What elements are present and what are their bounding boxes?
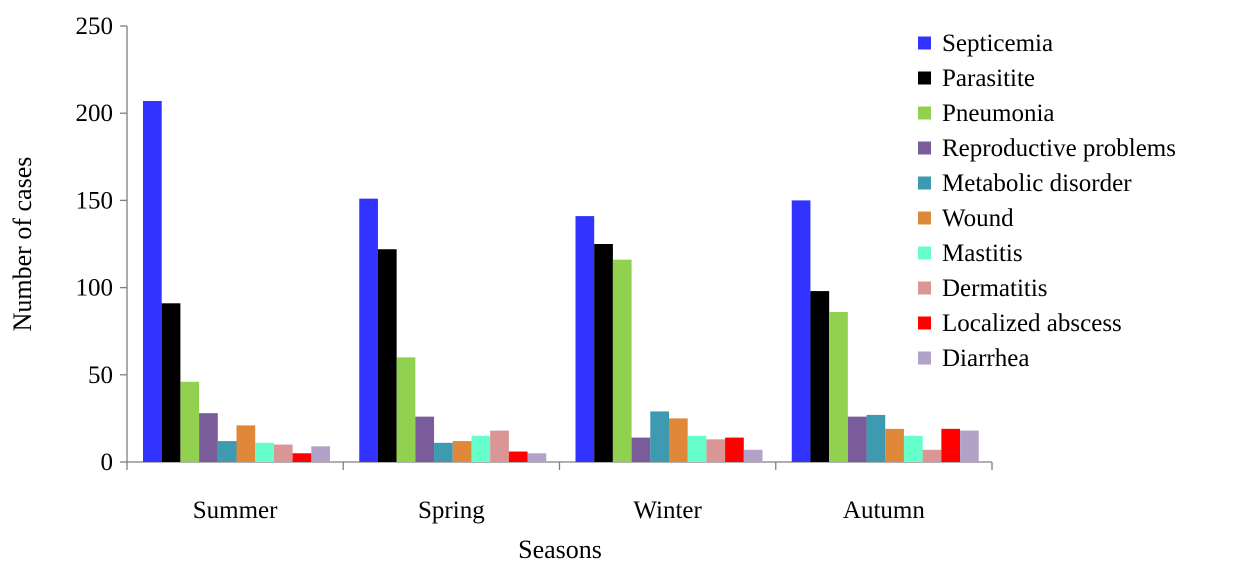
bar-wound-summer bbox=[236, 425, 256, 462]
legend-swatch bbox=[918, 246, 931, 260]
legend-swatch bbox=[918, 211, 931, 225]
x-category-label: Spring bbox=[418, 497, 485, 524]
bar-pneumonia-winter bbox=[612, 259, 632, 462]
bar-wound-winter bbox=[669, 418, 688, 462]
legend-swatch bbox=[918, 106, 931, 120]
bar-dermatitis-autumn bbox=[922, 449, 942, 462]
legend-swatch bbox=[918, 316, 931, 330]
bar-dermatitis-summer bbox=[273, 444, 293, 462]
bar-wound-autumn bbox=[885, 428, 904, 462]
y-tick-label: 50 bbox=[88, 362, 113, 389]
bar-septicemia-autumn bbox=[791, 200, 811, 462]
bar-diarrhea-autumn bbox=[960, 430, 979, 462]
legend-swatch bbox=[918, 141, 931, 155]
bar-mastitis-summer bbox=[255, 442, 274, 462]
legend-swatch bbox=[918, 351, 931, 365]
bar-dermatitis-winter bbox=[706, 439, 726, 462]
bar-septicemia-summer bbox=[143, 100, 162, 462]
bar-septicemia-spring bbox=[359, 198, 378, 462]
bar-localized-abscess-winter bbox=[725, 437, 744, 462]
legend-label: Septicemia bbox=[942, 30, 1053, 57]
labels: 0 50 100 150 200 250 Summer Spring Winter Autumn S… bbox=[8, 13, 925, 561]
bar-mastitis-spring bbox=[471, 435, 491, 462]
legend-label: Reproductive problems bbox=[942, 135, 1176, 162]
bar-parasitite-spring bbox=[377, 249, 397, 462]
bar-reproductive-problems-autumn bbox=[847, 416, 867, 462]
bar-pneumonia-autumn bbox=[829, 312, 848, 462]
bar-pneumonia-spring bbox=[396, 357, 416, 462]
x-category-label: Summer bbox=[193, 497, 278, 524]
bar-metabolic-disorder-summer bbox=[217, 441, 237, 462]
x-axis-title: Seasons bbox=[518, 535, 602, 561]
bar-diarrhea-spring bbox=[527, 453, 547, 462]
bar-diarrhea-summer bbox=[311, 446, 330, 462]
y-tick-label: 150 bbox=[76, 187, 114, 214]
legend-swatch bbox=[918, 281, 931, 295]
bar-metabolic-disorder-winter bbox=[650, 411, 669, 462]
y-tick-label: 0 bbox=[101, 449, 114, 476]
bar-wound-spring bbox=[452, 441, 472, 462]
bar-mastitis-autumn bbox=[903, 435, 923, 462]
legend-label: Wound bbox=[942, 205, 1014, 232]
y-tick-label: 250 bbox=[76, 13, 114, 40]
legend-label: Mastitis bbox=[942, 240, 1023, 267]
bar-septicemia-winter bbox=[575, 216, 595, 462]
legend-label: Pneumonia bbox=[942, 100, 1055, 127]
legend-swatch bbox=[918, 176, 931, 190]
y-axis-title: Number of cases bbox=[8, 157, 37, 332]
bar-diarrhea-winter bbox=[743, 449, 763, 462]
legend-label: Metabolic disorder bbox=[942, 170, 1132, 197]
bar-localized-abscess-autumn bbox=[941, 428, 961, 462]
legend: Septicemia Parasitite Pneumonia Reproductiv… bbox=[918, 30, 1176, 372]
legend-label: Parasitite bbox=[942, 65, 1035, 92]
x-category-label: Autumn bbox=[843, 497, 925, 524]
bar-reproductive-problems-winter bbox=[631, 437, 651, 462]
bar-mastitis-winter bbox=[687, 435, 707, 462]
bar-metabolic-disorder-autumn bbox=[866, 414, 886, 462]
bar-localized-abscess-spring bbox=[508, 451, 528, 462]
bars bbox=[143, 100, 979, 462]
bar-parasitite-summer bbox=[161, 303, 181, 462]
bar-reproductive-problems-spring bbox=[415, 416, 435, 462]
bar-metabolic-disorder-spring bbox=[434, 442, 453, 462]
y-tick-label: 200 bbox=[76, 100, 114, 127]
bar-dermatitis-spring bbox=[490, 430, 509, 462]
axes bbox=[120, 25, 993, 470]
y-tick-label: 100 bbox=[76, 275, 114, 302]
legend-label: Dermatitis bbox=[942, 275, 1048, 302]
bar-localized-abscess-summer bbox=[292, 453, 312, 462]
x-category-label: Winter bbox=[633, 497, 702, 524]
bar-pneumonia-summer bbox=[180, 381, 200, 462]
legend-swatch bbox=[918, 36, 931, 50]
bar-parasitite-autumn bbox=[810, 291, 830, 462]
bar-reproductive-problems-summer bbox=[199, 413, 218, 462]
bar-parasitite-winter bbox=[594, 244, 613, 462]
legend-label: Diarrhea bbox=[942, 345, 1029, 372]
legend-swatch bbox=[918, 71, 931, 85]
legend-label: Localized abscess bbox=[942, 310, 1122, 337]
